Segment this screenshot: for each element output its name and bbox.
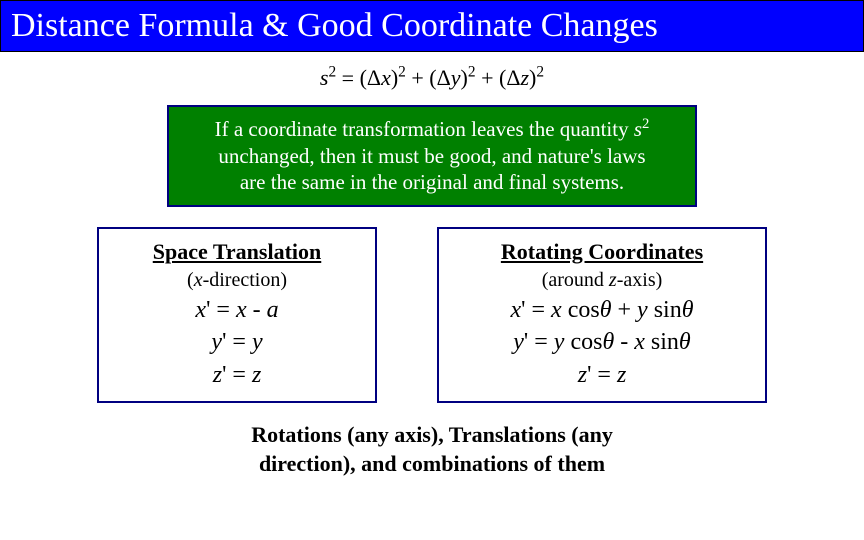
rotation-subhead: (around z-axis) (459, 267, 745, 294)
formula-term-x: (Δx)2 (360, 65, 406, 90)
formula-term-y: (Δy)2 (429, 65, 475, 90)
formula-equals: = (342, 65, 360, 90)
summary-line-1: Rotations (any axis), Translations (any (0, 421, 864, 450)
translation-heading: Space Translation (119, 237, 355, 267)
distance-formula: s2 = (Δx)2 + (Δy)2 + (Δz)2 (0, 64, 864, 91)
rotation-eq-z: z' = z (459, 359, 745, 391)
formula-plus-1: + (411, 65, 429, 90)
rotation-heading: Rotating Coordinates (459, 237, 745, 267)
statement-line-1: If a coordinate transformation leaves th… (181, 115, 683, 142)
summary-line-2: direction), and combinations of them (0, 450, 864, 479)
formula-term-z: (Δz)2 (499, 65, 544, 90)
translation-subhead: (x-direction) (119, 267, 355, 294)
formula-plus-2: + (481, 65, 499, 90)
transformation-boxes: Space Translation (x-direction) x' = x -… (0, 227, 864, 403)
translation-eq-z: z' = z (119, 359, 355, 391)
rotation-eq-y: y' = y cosθ - x sinθ (459, 326, 745, 358)
summary-text: Rotations (any axis), Translations (any … (0, 421, 864, 478)
statement-line-2: unchanged, then it must be good, and nat… (181, 143, 683, 169)
invariance-statement: If a coordinate transformation leaves th… (167, 105, 697, 207)
slide-title: Distance Formula & Good Coordinate Chang… (0, 0, 864, 52)
statement-line-3: are the same in the original and final s… (181, 169, 683, 195)
translation-eq-x: x' = x - a (119, 294, 355, 326)
formula-s: s2 (320, 65, 336, 90)
space-translation-box: Space Translation (x-direction) x' = x -… (97, 227, 377, 403)
translation-eq-y: y' = y (119, 326, 355, 358)
rotation-eq-x: x' = x cosθ + y sinθ (459, 294, 745, 326)
rotating-coordinates-box: Rotating Coordinates (around z-axis) x' … (437, 227, 767, 403)
